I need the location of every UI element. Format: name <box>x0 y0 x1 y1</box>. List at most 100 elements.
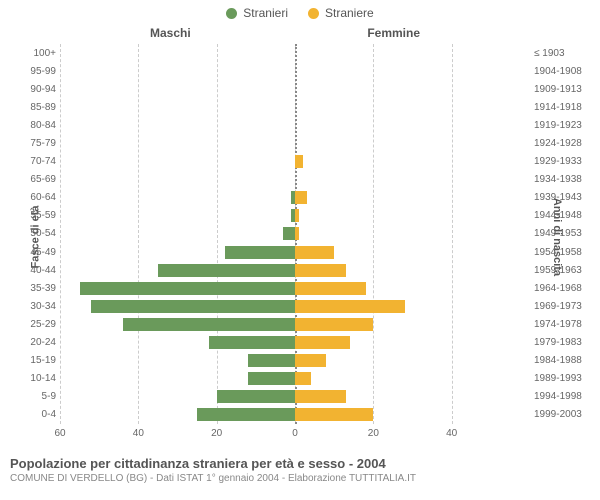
birth-year-label: 1974-1978 <box>534 319 596 330</box>
pyramid-row: 50-541949-1953 <box>60 225 530 243</box>
footer: Popolazione per cittadinanza straniera p… <box>0 452 600 484</box>
bar-female <box>295 209 299 222</box>
bar-female <box>295 191 307 204</box>
legend-item-female: Straniere <box>308 6 374 20</box>
footer-subtitle: COMUNE DI VERDELLO (BG) - Dati ISTAT 1° … <box>10 473 590 484</box>
x-axis: 60402002040 <box>60 428 530 444</box>
bar-male <box>225 246 296 259</box>
x-tick: 40 <box>446 428 457 439</box>
plot: 100+≤ 190395-991904-190890-941909-191385… <box>60 44 530 424</box>
pyramid-row: 10-141989-1993 <box>60 370 530 388</box>
birth-year-label: 1939-1943 <box>534 192 596 203</box>
bar-male <box>158 264 295 277</box>
birth-year-label: 1989-1993 <box>534 373 596 384</box>
x-tick: 40 <box>133 428 144 439</box>
column-title-right: Femmine <box>367 26 420 40</box>
birth-year-label: 1979-1983 <box>534 337 596 348</box>
age-label: 20-24 <box>22 337 56 348</box>
birth-year-label: 1904-1908 <box>534 66 596 77</box>
footer-title: Popolazione per cittadinanza straniera p… <box>10 456 590 471</box>
age-label: 95-99 <box>22 66 56 77</box>
age-label: 15-19 <box>22 355 56 366</box>
pyramid-row: 0-41999-2003 <box>60 406 530 424</box>
age-label: 55-59 <box>22 210 56 221</box>
birth-year-label: 1949-1953 <box>534 228 596 239</box>
birth-year-label: 1959-1963 <box>534 265 596 276</box>
pyramid-row: 70-741929-1933 <box>60 153 530 171</box>
legend-label-female: Straniere <box>325 6 374 20</box>
birth-year-label: 1969-1973 <box>534 301 596 312</box>
age-label: 85-89 <box>22 102 56 113</box>
bar-female <box>295 390 346 403</box>
pyramid-row: 55-591944-1948 <box>60 207 530 225</box>
pyramid-row: 85-891914-1918 <box>60 98 530 116</box>
column-title-left: Maschi <box>150 26 191 40</box>
x-tick: 0 <box>292 428 298 439</box>
bar-female <box>295 282 366 295</box>
pyramid-row: 100+≤ 1903 <box>60 44 530 62</box>
age-label: 45-49 <box>22 247 56 258</box>
pyramid-row: 60-641939-1943 <box>60 189 530 207</box>
age-label: 70-74 <box>22 156 56 167</box>
birth-year-label: 1964-1968 <box>534 283 596 294</box>
birth-year-label: 1999-2003 <box>534 409 596 420</box>
legend-swatch-male <box>226 8 237 19</box>
birth-year-label: ≤ 1903 <box>534 48 596 59</box>
age-label: 0-4 <box>22 409 56 420</box>
age-label: 65-69 <box>22 174 56 185</box>
bar-female <box>295 155 303 168</box>
bar-male <box>197 408 295 421</box>
birth-year-label: 1909-1913 <box>534 84 596 95</box>
bar-male <box>217 390 295 403</box>
rows-container: 100+≤ 190395-991904-190890-941909-191385… <box>60 44 530 424</box>
birth-year-label: 1944-1948 <box>534 210 596 221</box>
pyramid-row: 80-841919-1923 <box>60 116 530 134</box>
x-tick: 20 <box>368 428 379 439</box>
legend-label-male: Stranieri <box>243 6 288 20</box>
bar-female <box>295 246 334 259</box>
birth-year-label: 1984-1988 <box>534 355 596 366</box>
bar-male <box>248 354 295 367</box>
bar-female <box>295 318 373 331</box>
bar-female <box>295 300 405 313</box>
birth-year-label: 1929-1933 <box>534 156 596 167</box>
birth-year-label: 1914-1918 <box>534 102 596 113</box>
bar-male <box>283 227 295 240</box>
age-label: 50-54 <box>22 228 56 239</box>
pyramid-row: 35-391964-1968 <box>60 279 530 297</box>
birth-year-label: 1919-1923 <box>534 120 596 131</box>
bar-male <box>123 318 295 331</box>
pyramid-row: 75-791924-1928 <box>60 134 530 152</box>
bar-female <box>295 264 346 277</box>
age-label: 60-64 <box>22 192 56 203</box>
bar-female <box>295 372 311 385</box>
legend-swatch-female <box>308 8 319 19</box>
bar-male <box>91 300 295 313</box>
age-label: 100+ <box>22 48 56 59</box>
chart-area: Maschi Femmine Fasce di età Anni di nasc… <box>0 22 600 452</box>
bar-female <box>295 336 350 349</box>
age-label: 30-34 <box>22 301 56 312</box>
bar-female <box>295 354 326 367</box>
pyramid-row: 95-991904-1908 <box>60 62 530 80</box>
pyramid-row: 45-491954-1958 <box>60 243 530 261</box>
pyramid-row: 90-941909-1913 <box>60 80 530 98</box>
x-tick: 20 <box>211 428 222 439</box>
x-tick: 60 <box>54 428 65 439</box>
pyramid-row: 65-691934-1938 <box>60 171 530 189</box>
birth-year-label: 1954-1958 <box>534 247 596 258</box>
pyramid-row: 30-341969-1973 <box>60 297 530 315</box>
birth-year-label: 1994-1998 <box>534 391 596 402</box>
bar-male <box>209 336 295 349</box>
pyramid-row: 20-241979-1983 <box>60 334 530 352</box>
pyramid-row: 25-291974-1978 <box>60 315 530 333</box>
age-label: 40-44 <box>22 265 56 276</box>
legend: Stranieri Straniere <box>0 0 600 22</box>
birth-year-label: 1924-1928 <box>534 138 596 149</box>
bar-female <box>295 408 373 421</box>
legend-item-male: Stranieri <box>226 6 288 20</box>
bar-female <box>295 227 299 240</box>
bar-male <box>248 372 295 385</box>
age-label: 75-79 <box>22 138 56 149</box>
age-label: 90-94 <box>22 84 56 95</box>
